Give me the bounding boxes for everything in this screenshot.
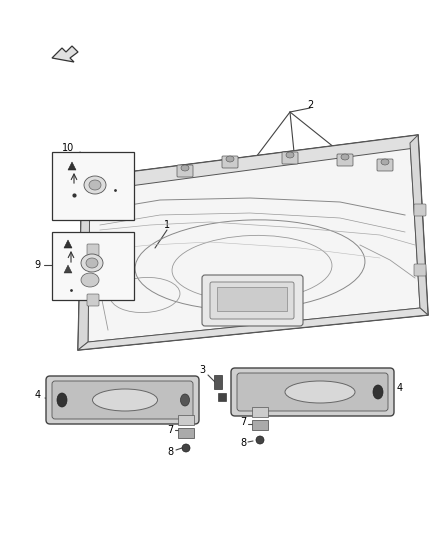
FancyBboxPatch shape (52, 381, 193, 419)
FancyBboxPatch shape (214, 375, 222, 389)
FancyBboxPatch shape (237, 373, 388, 411)
Ellipse shape (373, 385, 383, 399)
Ellipse shape (84, 176, 106, 194)
Ellipse shape (180, 394, 190, 406)
Text: 6: 6 (240, 398, 246, 408)
FancyBboxPatch shape (252, 407, 268, 417)
Ellipse shape (381, 159, 389, 165)
Text: 4: 4 (35, 390, 41, 400)
FancyBboxPatch shape (337, 154, 353, 166)
FancyBboxPatch shape (87, 294, 99, 306)
Text: 6: 6 (167, 407, 173, 417)
Text: 4: 4 (397, 383, 403, 393)
Polygon shape (52, 46, 78, 62)
Text: 5: 5 (352, 402, 358, 412)
Ellipse shape (181, 165, 189, 171)
Ellipse shape (182, 444, 190, 452)
Ellipse shape (57, 393, 67, 407)
Ellipse shape (226, 156, 234, 162)
Ellipse shape (86, 258, 98, 268)
FancyBboxPatch shape (252, 420, 268, 430)
FancyBboxPatch shape (218, 393, 226, 401)
Ellipse shape (256, 436, 264, 444)
FancyBboxPatch shape (202, 275, 303, 326)
FancyBboxPatch shape (178, 415, 194, 425)
Text: 2: 2 (307, 100, 313, 110)
Text: 3: 3 (199, 365, 205, 375)
Polygon shape (82, 135, 418, 192)
Ellipse shape (341, 154, 349, 160)
Text: 10: 10 (62, 143, 74, 153)
FancyBboxPatch shape (222, 156, 238, 168)
FancyBboxPatch shape (52, 152, 134, 220)
Text: 8: 8 (167, 447, 173, 457)
Ellipse shape (81, 273, 99, 287)
Text: 9: 9 (34, 260, 40, 270)
FancyBboxPatch shape (377, 159, 393, 171)
FancyBboxPatch shape (210, 282, 294, 319)
Polygon shape (78, 308, 428, 350)
Text: 7: 7 (240, 417, 246, 427)
Text: 1: 1 (164, 220, 170, 230)
Ellipse shape (285, 381, 355, 403)
FancyBboxPatch shape (178, 428, 194, 438)
Ellipse shape (92, 389, 158, 411)
Text: 8: 8 (240, 438, 246, 448)
Ellipse shape (89, 180, 101, 190)
Polygon shape (68, 162, 76, 170)
FancyBboxPatch shape (52, 232, 134, 300)
FancyBboxPatch shape (87, 244, 99, 256)
FancyBboxPatch shape (282, 152, 298, 164)
FancyBboxPatch shape (414, 264, 426, 276)
Polygon shape (410, 135, 428, 315)
Polygon shape (78, 135, 428, 350)
Text: 7: 7 (167, 425, 173, 435)
FancyBboxPatch shape (177, 165, 193, 177)
FancyBboxPatch shape (414, 204, 426, 216)
Polygon shape (64, 265, 72, 273)
FancyBboxPatch shape (46, 376, 199, 424)
Ellipse shape (286, 152, 294, 158)
FancyBboxPatch shape (231, 368, 394, 416)
Ellipse shape (81, 254, 103, 272)
Polygon shape (64, 240, 72, 248)
Text: 5: 5 (112, 410, 118, 420)
Polygon shape (78, 178, 90, 350)
FancyBboxPatch shape (217, 287, 287, 311)
